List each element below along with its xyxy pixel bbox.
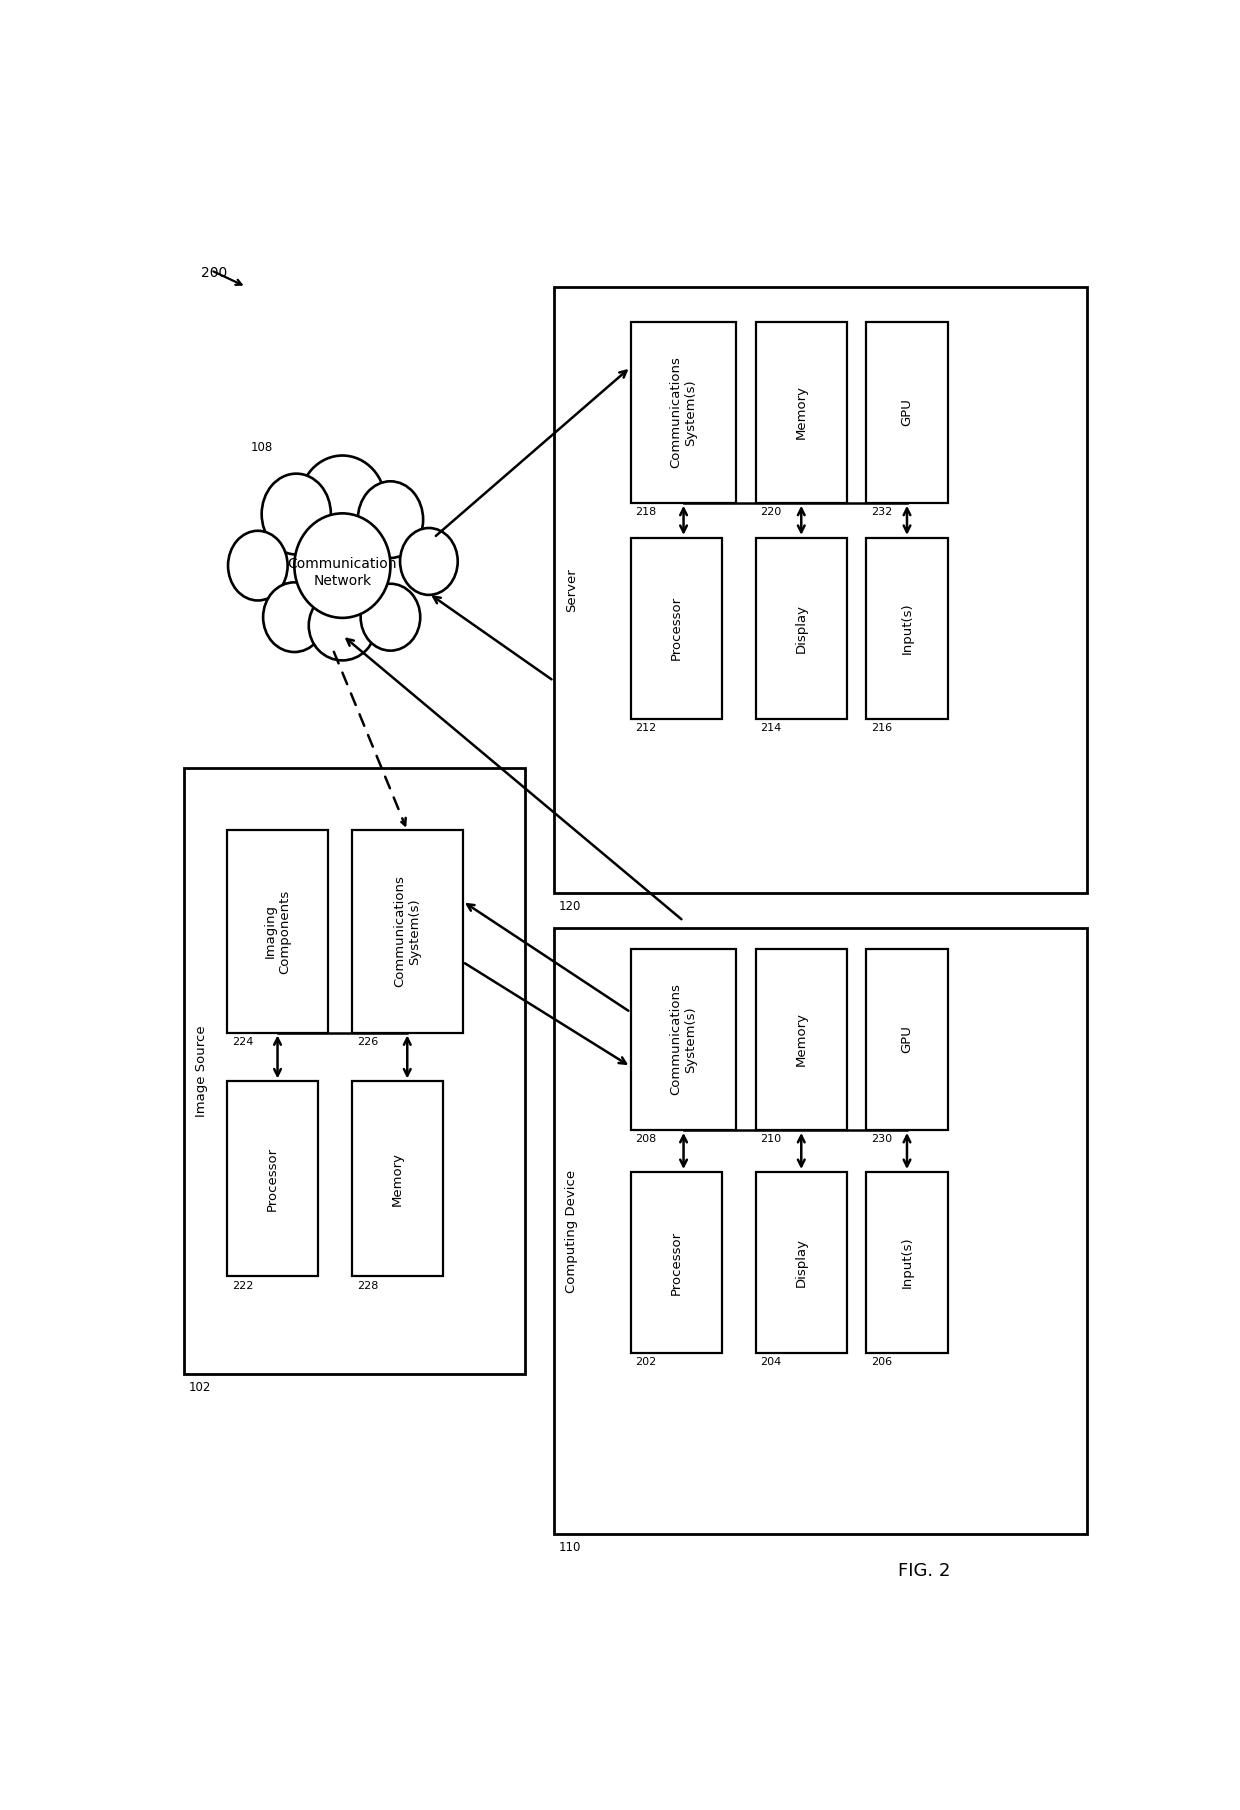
Text: GPU: GPU [900, 398, 914, 427]
Text: Communications
System(s): Communications System(s) [393, 876, 422, 988]
Ellipse shape [228, 530, 288, 601]
Text: 230: 230 [870, 1135, 892, 1144]
Text: 208: 208 [635, 1135, 657, 1144]
Text: 218: 218 [635, 507, 657, 518]
Text: Image Source: Image Source [196, 1024, 208, 1117]
Text: Server: Server [565, 568, 578, 612]
FancyBboxPatch shape [755, 538, 847, 719]
FancyBboxPatch shape [755, 322, 847, 503]
FancyBboxPatch shape [631, 1171, 722, 1354]
Text: 226: 226 [357, 1037, 378, 1046]
Ellipse shape [358, 481, 423, 557]
Text: 210: 210 [760, 1135, 781, 1144]
Text: 228: 228 [357, 1281, 378, 1291]
Ellipse shape [263, 583, 326, 652]
Text: Processor: Processor [670, 1231, 683, 1294]
Ellipse shape [401, 529, 458, 595]
Ellipse shape [361, 585, 420, 650]
FancyBboxPatch shape [631, 322, 737, 503]
Text: 120: 120 [558, 900, 582, 912]
FancyBboxPatch shape [755, 948, 847, 1129]
Text: Communications
System(s): Communications System(s) [670, 983, 698, 1095]
Text: Input(s): Input(s) [900, 603, 914, 653]
Text: Imaging
Components: Imaging Components [264, 889, 291, 974]
Text: FIG. 2: FIG. 2 [898, 1562, 950, 1580]
FancyBboxPatch shape [631, 538, 722, 719]
Text: 220: 220 [760, 507, 781, 518]
Text: 212: 212 [635, 724, 657, 733]
FancyBboxPatch shape [866, 948, 947, 1129]
FancyBboxPatch shape [631, 948, 737, 1129]
FancyBboxPatch shape [755, 1171, 847, 1354]
Text: Memory: Memory [795, 1012, 807, 1066]
Text: Memory: Memory [795, 386, 807, 440]
Text: 222: 222 [232, 1281, 253, 1291]
Text: 216: 216 [870, 724, 892, 733]
Text: Computing Device: Computing Device [565, 1169, 578, 1292]
FancyBboxPatch shape [227, 1081, 319, 1276]
Text: 110: 110 [558, 1542, 582, 1555]
FancyBboxPatch shape [352, 1081, 444, 1276]
FancyBboxPatch shape [227, 831, 327, 1032]
Ellipse shape [262, 474, 331, 554]
Text: Processor: Processor [267, 1148, 279, 1211]
FancyBboxPatch shape [866, 538, 947, 719]
Text: 108: 108 [250, 442, 273, 454]
Text: Input(s): Input(s) [900, 1236, 914, 1289]
Ellipse shape [294, 514, 391, 617]
Text: 102: 102 [188, 1381, 211, 1394]
Ellipse shape [299, 456, 386, 550]
Text: Processor: Processor [670, 595, 683, 661]
Text: 204: 204 [760, 1358, 781, 1367]
Text: 202: 202 [635, 1358, 657, 1367]
Text: Memory: Memory [391, 1151, 404, 1205]
Text: Display: Display [795, 605, 807, 653]
Text: 214: 214 [760, 724, 781, 733]
FancyBboxPatch shape [352, 831, 463, 1032]
FancyBboxPatch shape [866, 1171, 947, 1354]
Text: 232: 232 [870, 507, 893, 518]
Text: GPU: GPU [900, 1026, 914, 1053]
Text: Communications
System(s): Communications System(s) [670, 357, 698, 469]
Ellipse shape [309, 590, 376, 661]
Text: 200: 200 [201, 266, 227, 281]
Text: Display: Display [795, 1238, 807, 1287]
Text: 224: 224 [232, 1037, 253, 1046]
Text: 206: 206 [870, 1358, 892, 1367]
FancyBboxPatch shape [866, 322, 947, 503]
Text: Communication
Network: Communication Network [288, 557, 397, 588]
